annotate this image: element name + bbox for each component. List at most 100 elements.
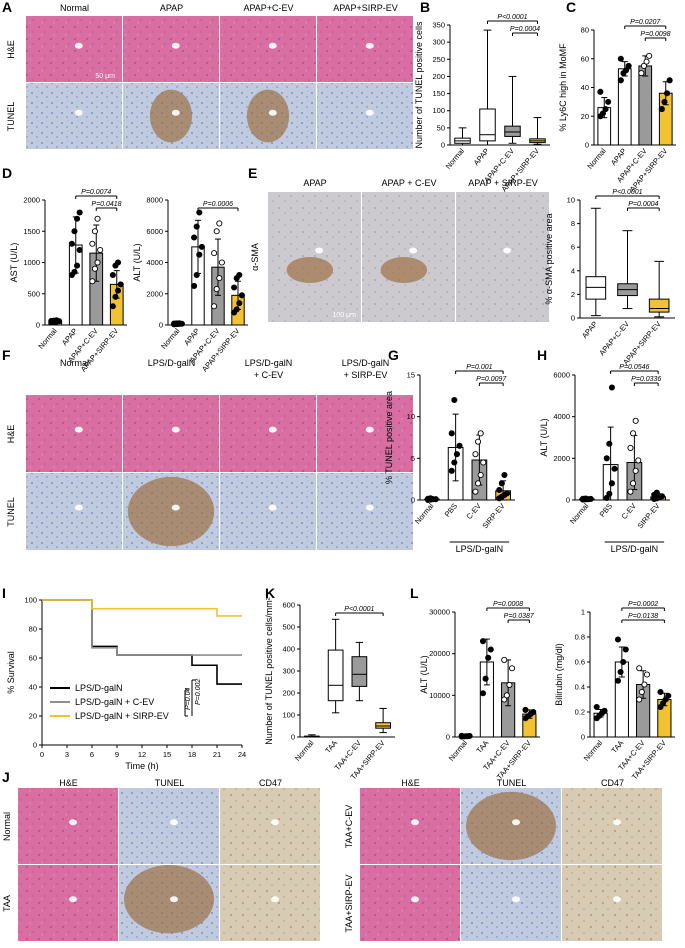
data-point	[238, 292, 245, 299]
y-axis-label: % Survival	[6, 651, 16, 694]
panel-j-col-label: CD47	[601, 778, 624, 788]
data-point	[603, 455, 610, 462]
data-point	[646, 52, 653, 59]
x-tick-label: 21	[213, 750, 221, 759]
data-point	[608, 480, 615, 487]
micrograph-j-left	[220, 865, 320, 941]
box	[479, 108, 496, 142]
data-point	[638, 688, 645, 696]
data-point	[480, 459, 487, 466]
data-point	[94, 215, 101, 222]
data-point	[97, 246, 104, 254]
panel-label-C: C	[566, 0, 576, 15]
y-tick-label: 2000	[23, 196, 40, 205]
y-tick-label: 0	[441, 141, 445, 150]
data-point	[636, 665, 643, 672]
y-tick-label: 40	[581, 83, 589, 92]
y-tick-label: 200	[432, 72, 445, 81]
panel-f-col-label: + SIRP-EV	[344, 370, 388, 380]
y-axis-label: % TUNEL positive area	[384, 391, 394, 484]
y-tick-label: 50	[437, 123, 445, 132]
y-axis-label: Number of TUNEL positive cells/mm²	[264, 597, 274, 745]
micrograph-e-sma	[362, 192, 455, 322]
data-point	[451, 459, 458, 466]
data-point	[453, 451, 460, 458]
legend-label: LPS/D-galN	[75, 683, 123, 693]
data-point	[68, 240, 75, 247]
micrograph-j-left-vessel	[69, 819, 77, 826]
data-point	[89, 240, 96, 247]
x-tick-label: APAP	[60, 327, 79, 348]
micrograph-j-left	[119, 788, 219, 864]
micrograph-j-left-vessel	[271, 819, 279, 826]
panel-e-col-label: APAP + SIRP-EV	[468, 178, 537, 188]
y-tick-label: 80	[29, 625, 37, 634]
panel-j-col-label: H&E	[401, 778, 420, 788]
panel-j-col-label: TUNEL	[497, 778, 527, 788]
p-value-label: P=0.0546	[619, 364, 649, 371]
micrograph-f-he-vessel	[171, 426, 180, 433]
panel-a-col-label: APAP+C-EV	[243, 3, 293, 13]
data-point	[614, 677, 622, 684]
micrograph-f-he	[317, 395, 413, 472]
y-tick-label: 0.2	[575, 708, 585, 717]
data-point	[236, 300, 243, 307]
y-tick-label: 2	[571, 290, 575, 299]
data-point	[620, 658, 627, 666]
x-tick-label: Normal	[413, 501, 436, 526]
data-point	[115, 259, 122, 266]
data-point	[627, 488, 634, 495]
box	[351, 656, 368, 687]
x-tick-label: APAP+SIRP-EV	[628, 147, 670, 194]
panel-a-col-label: Normal	[60, 3, 89, 13]
y-axis-label: ALT (U/L)	[539, 418, 549, 456]
data-point	[608, 384, 615, 391]
micrograph-a-he-vessel	[74, 42, 83, 49]
data-point	[475, 480, 482, 487]
p-value-label: P=0.0074	[81, 189, 111, 196]
data-point	[76, 246, 83, 254]
data-point	[176, 320, 183, 327]
data-point	[477, 471, 484, 479]
x-axis-label: Time (h)	[125, 761, 158, 771]
micrograph-j-left-stain	[124, 865, 214, 934]
panel-f-col-label: LPS/D-galN	[148, 358, 196, 368]
data-point	[658, 493, 666, 500]
data-point	[91, 228, 98, 235]
y-tick-label: 250	[432, 55, 445, 64]
panel-e-col-label: APAP + C-EV	[382, 178, 437, 188]
micrograph-f-tunel-vessel	[268, 504, 277, 511]
data-point	[448, 467, 455, 474]
micrograph-f-tunel	[26, 473, 122, 550]
y-tick-label: 4000	[553, 412, 570, 421]
x-tick-label: Normal	[568, 501, 591, 526]
group-label: LPS/D-galN	[611, 544, 659, 554]
legend-label: LPS/D-galN + C-EV	[75, 697, 154, 707]
x-tick-label: PBS	[598, 502, 615, 519]
p-value-label: P=0.0008	[493, 601, 523, 608]
data-point	[635, 457, 642, 464]
x-tick-label: Normal	[582, 738, 605, 763]
data-point	[617, 77, 624, 84]
micrograph-f-tunel	[220, 473, 316, 550]
y-axis-label: ALT (U/L)	[132, 243, 142, 281]
x-tick-label: C-EV	[464, 502, 482, 522]
y-tick-label: 1	[581, 608, 585, 617]
panel-label-H: H	[537, 347, 547, 363]
data-point	[456, 442, 463, 449]
panel-a-row-label: TUNEL	[6, 102, 16, 132]
data-point	[218, 259, 225, 266]
data-point	[466, 732, 473, 740]
micrograph-j-right-vessel	[512, 896, 520, 903]
data-point	[664, 90, 671, 97]
y-tick-label: 0	[581, 733, 585, 742]
data-point	[496, 486, 503, 494]
y-tick-label: 300	[432, 38, 445, 47]
panel-f-col-label: LPS/D-galN	[342, 358, 390, 368]
y-tick-label: 500	[282, 623, 295, 632]
p-value-label: P=0.002	[195, 679, 202, 705]
x-tick-label: Normal	[159, 326, 182, 351]
micrograph-a-tunel-vessel	[171, 109, 180, 116]
data-point	[623, 67, 630, 74]
data-point	[636, 696, 643, 703]
